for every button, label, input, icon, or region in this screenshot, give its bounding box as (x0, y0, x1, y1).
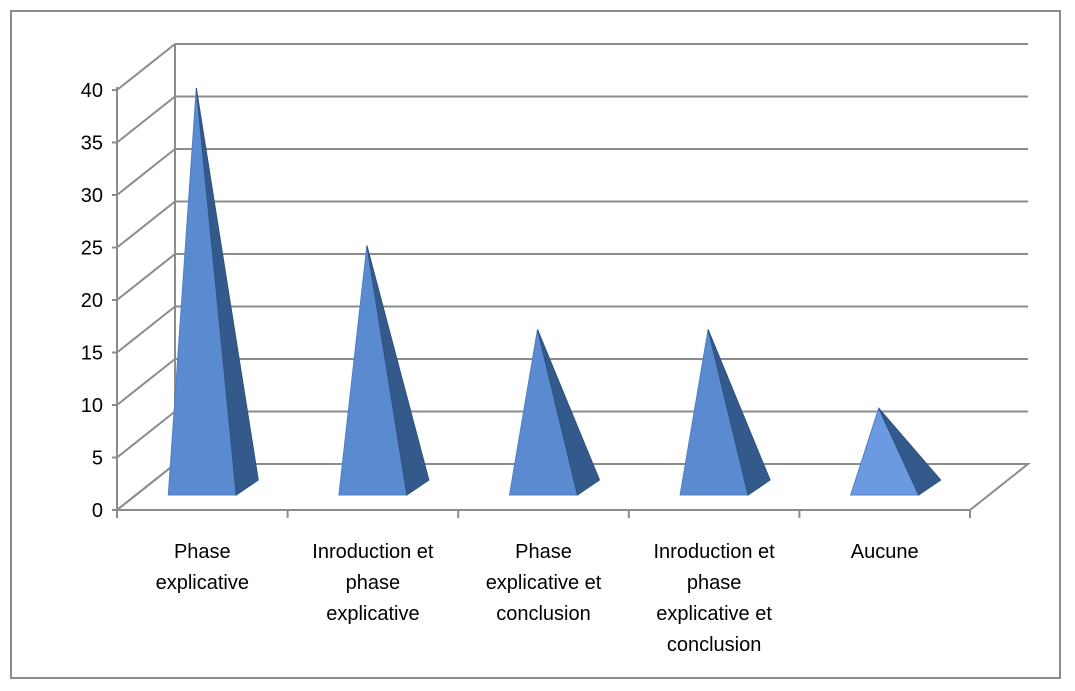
gridline-20 (116, 253, 1028, 301)
x-category-label-4: Inroduction et phase explicative et conclus… (653, 541, 775, 656)
y-tick-label-0: 0 (92, 500, 103, 522)
gridline-40 (116, 43, 1028, 91)
pyramid-side-face (366, 245, 430, 496)
gridline-35 (116, 95, 1028, 144)
gridline-25 (116, 200, 1028, 249)
gridline-5 (116, 410, 1028, 459)
labels-layer: 0 5 10 15 20 25 30 35 40 Phase explicative Inroduct… (81, 80, 919, 656)
bars-layer (167, 87, 942, 496)
gridline-30 (116, 148, 1028, 196)
gridline-15 (116, 305, 1028, 354)
pyramid-side-face (878, 407, 942, 496)
x-category-label-3: Phase explicative et conclusion (486, 541, 602, 625)
y-tick-label-10: 10 (81, 395, 103, 417)
pyramid-bar-5 (850, 406, 942, 496)
x-category-label-5: Aucune (851, 541, 919, 563)
axis-layer (112, 87, 971, 518)
pyramid-bar-3 (508, 329, 601, 496)
pyramid-side-face (537, 329, 601, 496)
x-category-label-2: Inroduction et phase explicative (312, 541, 434, 625)
y-tick-label-35: 35 (81, 133, 103, 155)
pyramid-bar-2 (338, 245, 430, 496)
y-tick-label-20: 20 (81, 290, 103, 312)
pyramid-side-face (195, 87, 259, 496)
gridline-10 (116, 358, 1028, 406)
pyramid-bar-4 (679, 329, 771, 496)
pyramid-bar-1 (167, 87, 259, 496)
y-tick-label-25: 25 (81, 238, 103, 260)
pyramid-side-face (707, 329, 771, 496)
y-tick-label-5: 5 (92, 448, 103, 470)
y-tick-label-30: 30 (81, 185, 103, 207)
y-tick-label-40: 40 (81, 80, 103, 102)
x-category-label-1: Phase explicative (156, 541, 249, 594)
y-tick-label-15: 15 (81, 343, 103, 365)
